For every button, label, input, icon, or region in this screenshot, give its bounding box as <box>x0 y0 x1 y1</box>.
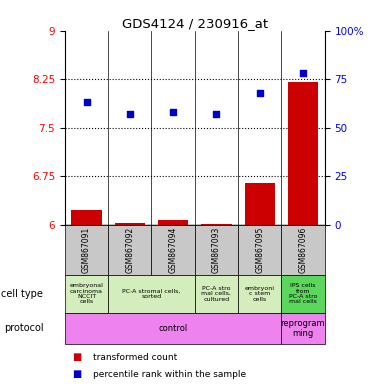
Text: percentile rank within the sample: percentile rank within the sample <box>93 370 246 379</box>
Text: GSM867094: GSM867094 <box>169 227 178 273</box>
Bar <box>238 225 281 275</box>
Bar <box>158 220 188 225</box>
Text: embryonal
carcinoma
NCCIT
cells: embryonal carcinoma NCCIT cells <box>70 283 104 305</box>
Text: ■: ■ <box>72 352 82 362</box>
Bar <box>72 210 102 225</box>
Bar <box>281 225 325 275</box>
Bar <box>65 275 108 313</box>
Text: GSM867092: GSM867092 <box>125 227 134 273</box>
Text: GSM867096: GSM867096 <box>299 227 308 273</box>
Bar <box>65 225 108 275</box>
Bar <box>288 83 318 225</box>
Point <box>257 90 263 96</box>
Point <box>170 109 176 115</box>
Text: cell type: cell type <box>1 289 43 299</box>
Bar <box>195 275 238 313</box>
Bar <box>244 183 275 225</box>
Text: reprogram
ming: reprogram ming <box>281 319 325 338</box>
Point <box>213 111 219 117</box>
Text: PC-A stromal cells,
sorted: PC-A stromal cells, sorted <box>122 288 181 299</box>
Text: GSM867093: GSM867093 <box>212 227 221 273</box>
Text: PC-A stro
mal cells,
cultured: PC-A stro mal cells, cultured <box>201 286 232 302</box>
Bar <box>65 313 281 344</box>
Bar <box>115 223 145 225</box>
Bar <box>281 275 325 313</box>
Point <box>83 99 89 106</box>
Bar <box>108 275 195 313</box>
Text: protocol: protocol <box>4 323 43 333</box>
Bar <box>151 225 195 275</box>
Text: IPS cells
from
PC-A stro
mal cells: IPS cells from PC-A stro mal cells <box>289 283 317 305</box>
Title: GDS4124 / 230916_at: GDS4124 / 230916_at <box>122 17 268 30</box>
Point <box>127 111 133 117</box>
Bar <box>195 225 238 275</box>
Text: transformed count: transformed count <box>93 353 177 362</box>
Text: control: control <box>158 324 188 333</box>
Bar <box>238 275 281 313</box>
Text: embryoni
c stem
cells: embryoni c stem cells <box>245 286 275 302</box>
Bar <box>281 313 325 344</box>
Text: ■: ■ <box>72 369 82 379</box>
Point <box>300 70 306 76</box>
Text: GSM867095: GSM867095 <box>255 227 264 273</box>
Bar <box>201 224 232 225</box>
Text: GSM867091: GSM867091 <box>82 227 91 273</box>
Bar <box>108 225 151 275</box>
